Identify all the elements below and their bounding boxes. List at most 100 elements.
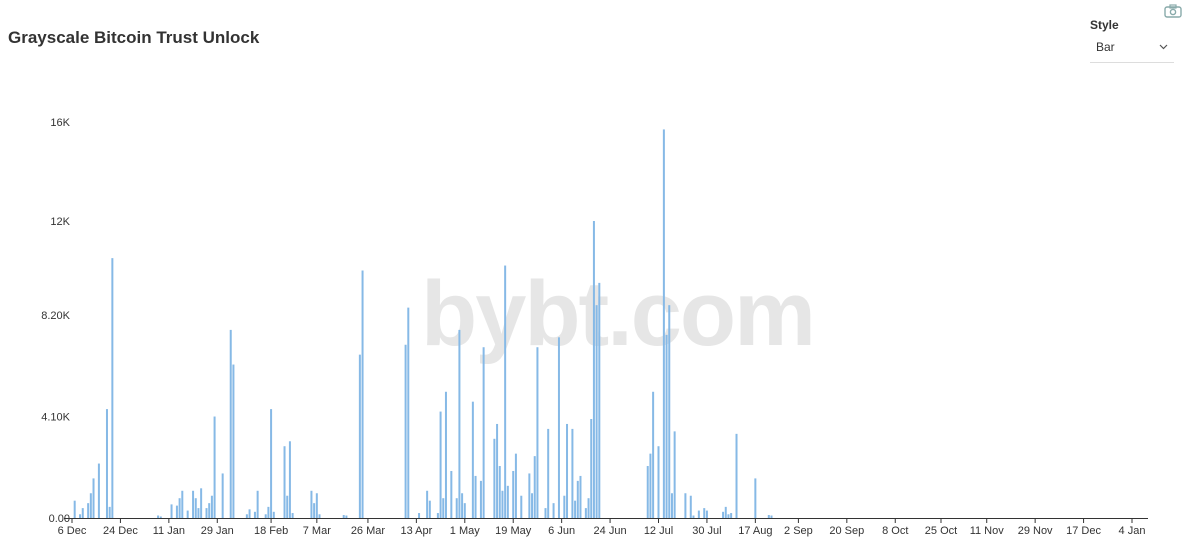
bar <box>181 490 184 518</box>
bar <box>442 498 445 518</box>
bar <box>361 270 364 518</box>
bar <box>574 500 577 518</box>
bar <box>514 453 517 518</box>
bar <box>479 480 482 518</box>
bar <box>504 265 507 518</box>
bar <box>689 495 692 518</box>
bar <box>662 129 665 519</box>
bar <box>722 511 725 518</box>
bar <box>79 514 82 518</box>
bar <box>649 453 652 518</box>
bar <box>105 409 108 518</box>
bar <box>248 509 251 518</box>
bar <box>665 334 668 518</box>
bar <box>283 446 286 518</box>
bar <box>474 475 477 518</box>
bar <box>458 329 461 518</box>
bar <box>496 423 499 518</box>
bar <box>735 433 738 518</box>
bar <box>533 456 536 518</box>
bar <box>208 503 211 518</box>
bar <box>313 503 316 518</box>
style-label: Style <box>1090 18 1119 32</box>
x-tick-label: 12 Jul <box>644 525 673 537</box>
camera-icon[interactable] <box>1164 4 1182 18</box>
bar <box>592 221 595 518</box>
bar <box>536 347 539 518</box>
bar <box>229 329 232 518</box>
bar <box>506 485 509 518</box>
bar <box>73 500 76 518</box>
bar <box>439 411 442 518</box>
y-tick-label: 8.20K <box>41 310 70 322</box>
bar <box>358 354 361 518</box>
x-tick-label: 19 May <box>495 525 532 537</box>
x-tick-label: 2 Sep <box>784 525 813 537</box>
bar <box>552 503 555 518</box>
x-tick-label: 6 Dec <box>58 525 87 537</box>
x-tick-label: 1 May <box>450 525 480 537</box>
bar <box>291 513 294 518</box>
bar <box>157 515 160 518</box>
y-tick-label: 12K <box>50 216 70 228</box>
bar <box>684 493 687 518</box>
bar <box>520 495 523 518</box>
bar <box>418 513 421 518</box>
bar <box>264 514 267 518</box>
page-title: Grayscale Bitcoin Trust Unlock <box>8 28 260 47</box>
bar <box>724 506 727 518</box>
bar <box>111 258 114 518</box>
bar <box>587 498 590 518</box>
bar <box>253 511 256 518</box>
bar <box>407 307 410 518</box>
style-dropdown[interactable]: Bar <box>1090 38 1174 63</box>
y-tick-label: 0.00 <box>49 513 70 525</box>
x-tick-label: 24 Dec <box>103 525 138 537</box>
bar <box>482 347 485 518</box>
bar <box>670 493 673 518</box>
bar <box>288 441 291 518</box>
bar <box>186 510 189 518</box>
bar <box>342 515 345 518</box>
bar <box>557 337 560 518</box>
bar <box>200 488 203 518</box>
style-value: Bar <box>1096 40 1115 54</box>
bar <box>531 493 534 518</box>
bar <box>256 490 259 518</box>
bar <box>108 506 111 518</box>
bar <box>436 513 439 518</box>
bar <box>598 282 601 518</box>
bar <box>318 514 321 518</box>
bar <box>428 500 431 518</box>
bar <box>178 498 181 518</box>
bar <box>170 504 173 518</box>
bar <box>455 498 458 518</box>
bar <box>197 508 200 518</box>
bar <box>87 503 90 518</box>
x-tick-label: 30 Jul <box>692 525 721 537</box>
x-tick-label: 11 Nov <box>970 525 1005 537</box>
bar <box>471 401 474 518</box>
bar <box>404 344 407 518</box>
bar <box>590 419 593 518</box>
bar <box>563 495 566 518</box>
y-tick-label: 4.10K <box>41 412 70 424</box>
bar <box>426 490 429 518</box>
bar <box>770 515 773 518</box>
bar <box>310 490 313 518</box>
bar <box>646 466 649 518</box>
bar <box>463 503 466 518</box>
bar <box>97 463 100 518</box>
bar <box>192 490 195 518</box>
bar <box>754 478 757 518</box>
x-tick-label: 13 Apr <box>400 525 432 537</box>
bar <box>547 428 550 518</box>
bar <box>498 466 501 518</box>
bar <box>544 508 547 518</box>
style-selector: Style Bar <box>1090 18 1174 63</box>
bar <box>270 409 273 518</box>
x-tick-label: 26 Mar <box>351 525 386 537</box>
bar <box>92 478 95 518</box>
bar <box>673 431 676 518</box>
